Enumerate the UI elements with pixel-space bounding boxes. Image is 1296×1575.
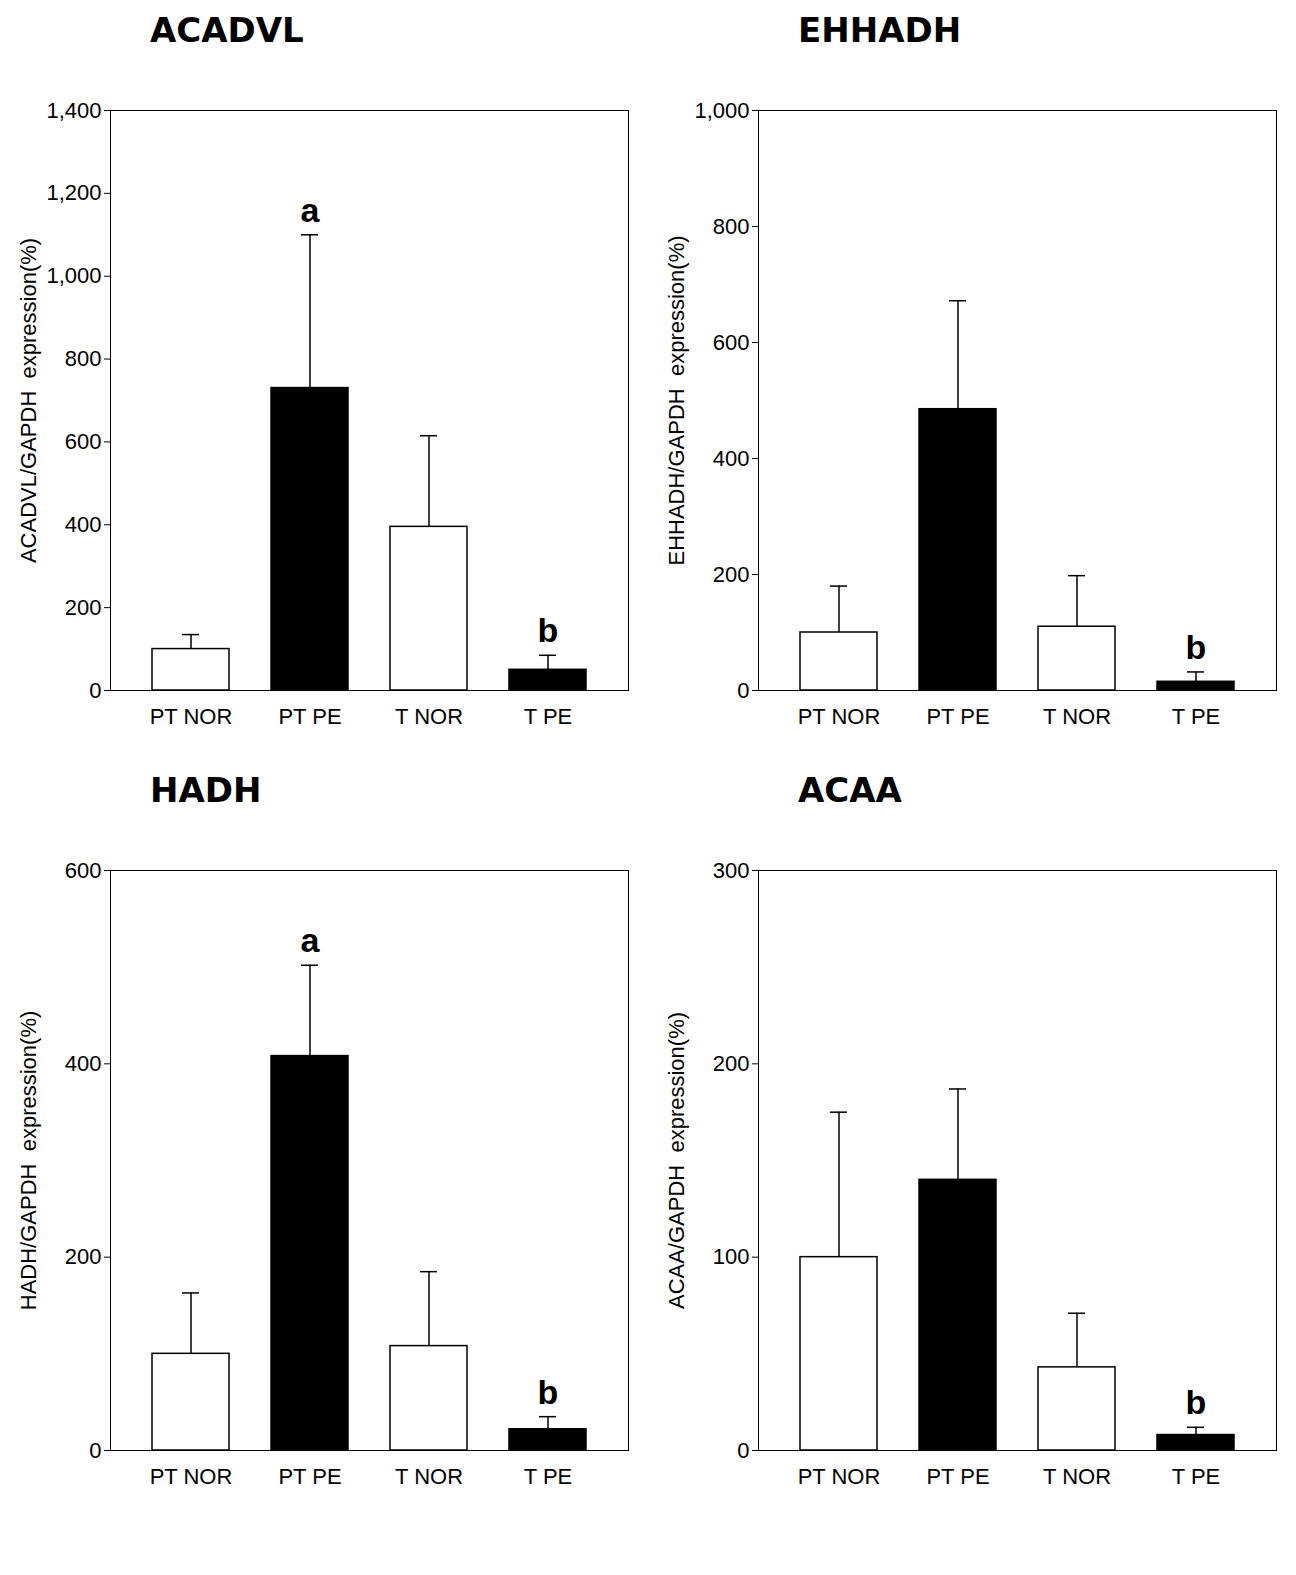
svg-text:T PE: T PE <box>524 1464 573 1489</box>
svg-text:400: 400 <box>65 512 102 537</box>
svg-text:600: 600 <box>65 429 102 454</box>
svg-text:300: 300 <box>713 858 750 883</box>
svg-text:0: 0 <box>89 1438 101 1463</box>
svg-text:b: b <box>538 1373 559 1411</box>
svg-text:PT NOR: PT NOR <box>150 1464 233 1489</box>
svg-text:ACADVL/GAPDH expression(%): ACADVL/GAPDH expression(%) <box>16 238 41 563</box>
svg-text:0: 0 <box>89 678 101 703</box>
svg-text:a: a <box>301 191 321 229</box>
svg-text:400: 400 <box>713 446 750 471</box>
svg-text:1,400: 1,400 <box>46 98 101 123</box>
svg-text:EHHADH/GAPDH expression(%): EHHADH/GAPDH expression(%) <box>664 235 689 565</box>
svg-text:b: b <box>1186 628 1207 666</box>
svg-text:T NOR: T NOR <box>1043 704 1111 729</box>
svg-text:200: 200 <box>65 1244 102 1269</box>
svg-text:0: 0 <box>737 678 749 703</box>
svg-text:600: 600 <box>713 330 750 355</box>
svg-text:PT NOR: PT NOR <box>798 704 881 729</box>
svg-text:ACAA/GAPDH expression(%): ACAA/GAPDH expression(%) <box>664 1012 689 1309</box>
svg-text:T PE: T PE <box>524 704 573 729</box>
svg-text:800: 800 <box>65 346 102 371</box>
svg-text:200: 200 <box>713 562 750 587</box>
svg-text:T NOR: T NOR <box>395 704 463 729</box>
svg-text:800: 800 <box>713 214 750 239</box>
svg-text:T NOR: T NOR <box>395 1464 463 1489</box>
html-text:ACADVL: ACADVL <box>150 10 304 50</box>
svg-text:HADH/GAPDH expression(%): HADH/GAPDH expression(%) <box>16 1011 41 1311</box>
svg-text:T PE: T PE <box>1172 704 1221 729</box>
svg-text:200: 200 <box>65 595 102 620</box>
svg-text:T PE: T PE <box>1172 1464 1221 1489</box>
svg-text:1,000: 1,000 <box>694 98 749 123</box>
svg-text:PT PE: PT PE <box>278 704 341 729</box>
svg-text:PT PE: PT PE <box>926 1464 989 1489</box>
svg-text:b: b <box>1186 1383 1207 1421</box>
svg-text:1,200: 1,200 <box>46 180 101 205</box>
svg-text:600: 600 <box>65 858 102 883</box>
svg-text:PT PE: PT PE <box>926 704 989 729</box>
svg-text:T NOR: T NOR <box>1043 1464 1111 1489</box>
svg-text:100: 100 <box>713 1244 750 1269</box>
html-text:ACAA: ACAA <box>798 770 902 810</box>
svg-text:200: 200 <box>713 1051 750 1076</box>
html-text:HADH: HADH <box>150 770 262 810</box>
svg-text:b: b <box>538 611 559 649</box>
svg-text:400: 400 <box>65 1051 102 1076</box>
svg-text:0: 0 <box>737 1438 749 1463</box>
svg-text:PT PE: PT PE <box>278 1464 341 1489</box>
svg-text:PT NOR: PT NOR <box>798 1464 881 1489</box>
html-text:EHHADH: EHHADH <box>798 10 962 50</box>
svg-text:PT NOR: PT NOR <box>150 704 233 729</box>
svg-text:a: a <box>301 921 321 959</box>
svg-text:1,000: 1,000 <box>46 263 101 288</box>
